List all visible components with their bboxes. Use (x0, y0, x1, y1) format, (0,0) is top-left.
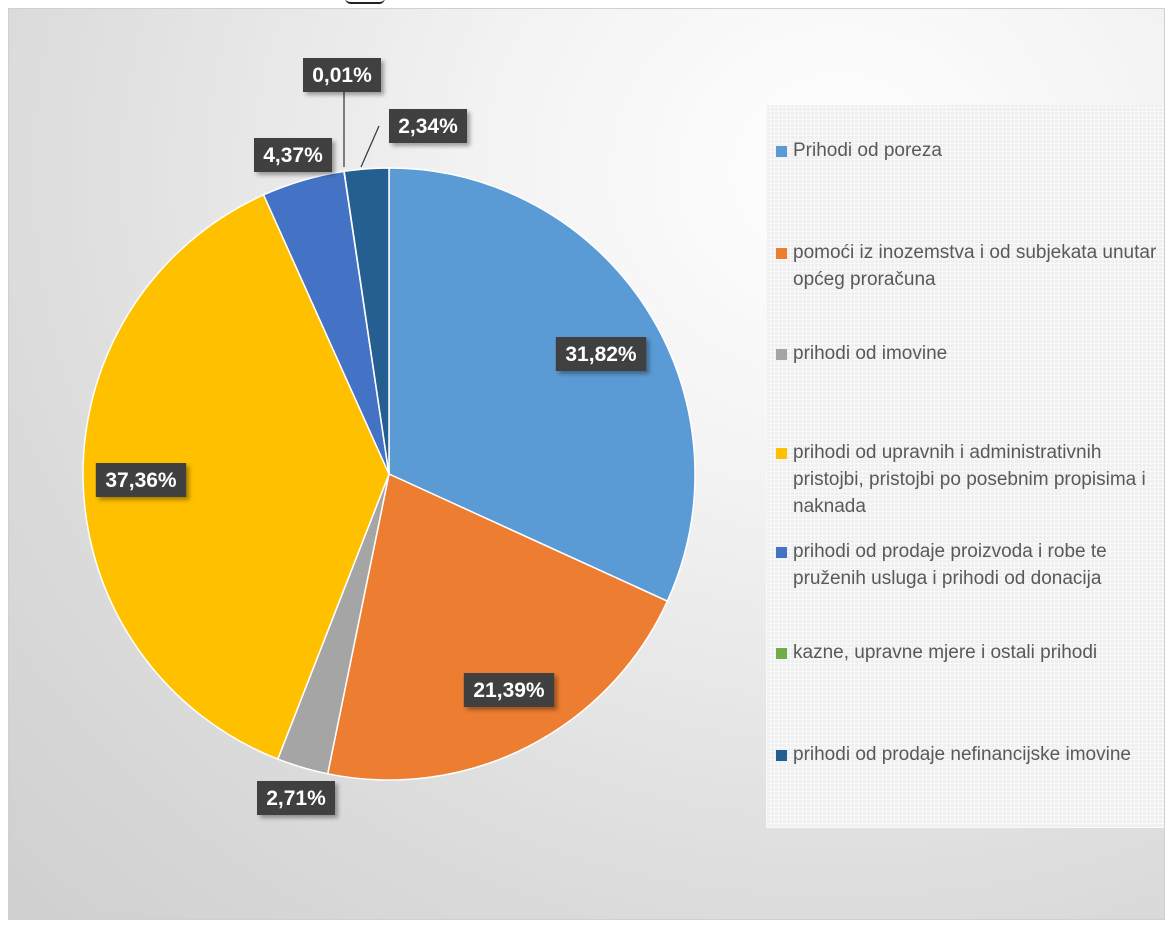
legend-label: prihodi od prodaje nefinancijske imovine (793, 744, 1131, 765)
legend-swatch (776, 349, 787, 360)
data-label: 31,82% (555, 337, 647, 371)
data-label-text: 31,82% (565, 343, 637, 366)
legend-swatch (776, 248, 787, 259)
legend-label: prihodi od upravnih i administrativnih p… (793, 442, 1146, 517)
data-label-text: 21,39% (473, 679, 545, 702)
pie-slice (326, 472, 669, 781)
data-label: 4,37% (254, 138, 332, 172)
legend-label: pomoći iz inozemstva i od subjekata unut… (793, 242, 1157, 290)
data-label-box (463, 673, 555, 707)
data-label-box (389, 109, 467, 143)
data-label-text: 2,34% (398, 115, 458, 138)
legend-item: pomoći iz inozemstva i od subjekata unut… (776, 239, 1161, 293)
legend-item: prihodi od upravnih i administrativnih p… (776, 439, 1161, 520)
legend-item: prihodi od prodaje nefinancijske imovine (776, 741, 1161, 768)
chart-area: 31,82% 21,39% 2,71% 37,36% 4,37% 0,01% 2,34% P… (8, 8, 1165, 920)
pie-slice (388, 167, 696, 603)
data-label-box (303, 58, 381, 92)
legend-item: prihodi od imovine (776, 340, 1161, 367)
legend-swatch (776, 648, 787, 659)
pie-chart: 31,82% 21,39% 2,71% 37,36% 4,37% 0,01% 2,34% (82, 58, 696, 815)
legend-label: kazne, upravne mjere i ostali prihodi (793, 642, 1098, 663)
pie-slices (82, 167, 696, 781)
legend-label: Prihodi od poreza (793, 140, 942, 161)
data-label: 2,34% (389, 109, 467, 143)
leader-line (360, 125, 380, 168)
data-label: 37,36% (95, 463, 187, 497)
pie-slice (82, 193, 390, 761)
data-label: 0,01% (303, 58, 381, 92)
data-label-text: 2,71% (266, 787, 326, 810)
data-label-box (257, 781, 335, 815)
data-label-text: 0,01% (312, 64, 372, 87)
legend-swatch (776, 146, 787, 157)
data-labels: 31,82% 21,39% 2,71% 37,36% 4,37% 0,01% 2,34% (95, 58, 647, 815)
legend-label: prihodi od prodaje proizvoda i robe te p… (793, 541, 1107, 589)
legend-label: prihodi od imovine (793, 343, 948, 364)
legend-item: Prihodi od poreza (776, 137, 1161, 164)
data-label: 2,71% (257, 781, 335, 815)
pie-slice (343, 167, 390, 475)
legend-swatch (776, 547, 787, 558)
data-label-box (254, 138, 332, 172)
leader-lines (343, 91, 380, 168)
page-caption-fragment (0, 0, 1165, 6)
data-label-text: 4,37% (263, 144, 323, 167)
legend-swatch (776, 750, 787, 761)
data-label: 21,39% (463, 673, 555, 707)
caption-glyph (345, 0, 385, 4)
legend-item: prihodi od prodaje proizvoda i robe te p… (776, 538, 1161, 592)
data-label-box (95, 463, 187, 497)
legend: Prihodi od poreza pomoći iz inozemstva i… (766, 105, 1164, 828)
data-label-text: 37,36% (105, 469, 177, 492)
legend-item: kazne, upravne mjere i ostali prihodi (776, 639, 1161, 666)
legend-swatch (776, 448, 787, 459)
data-label-box (555, 337, 647, 371)
